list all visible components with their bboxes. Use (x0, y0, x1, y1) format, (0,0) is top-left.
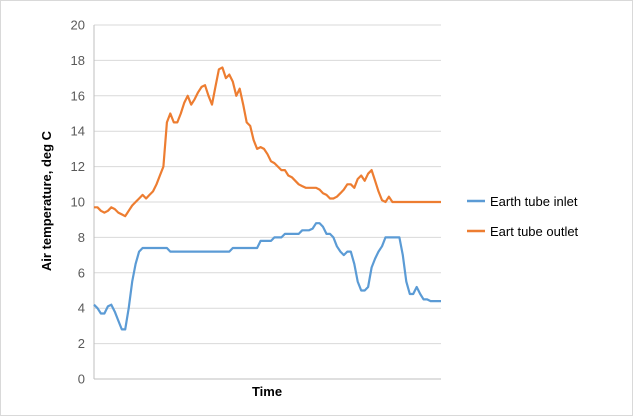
y-axis-title: Air temperature, deg C (39, 130, 54, 271)
y-tick-label: 14 (71, 124, 85, 139)
series-line-eart-tube-outlet (94, 66, 441, 218)
y-tick-label: 0 (78, 372, 85, 387)
gridlines (94, 24, 441, 380)
legend-label-earth-tube-inlet: Earth tube inlet (490, 194, 578, 209)
y-tick-labels: 0 2 4 6 8 10 12 14 16 18 20 (71, 18, 85, 387)
y-tick-label: 10 (71, 195, 85, 210)
y-tick-label: 4 (78, 301, 85, 316)
y-tick-label: 18 (71, 53, 85, 68)
legend: Earth tube inlet Eart tube outlet (467, 194, 579, 239)
series-lines (93, 66, 441, 331)
series-line-earth-tube-inlet (93, 222, 441, 331)
y-tick-label: 2 (78, 336, 85, 351)
y-tick-label: 8 (78, 230, 85, 245)
legend-label-eart-tube-outlet: Eart tube outlet (490, 224, 579, 239)
y-tick-label: 20 (71, 18, 85, 33)
x-axis-title: Time (252, 384, 282, 399)
y-tick-label: 12 (71, 159, 85, 174)
y-tick-label: 6 (78, 265, 85, 280)
y-tick-label: 16 (71, 88, 85, 103)
